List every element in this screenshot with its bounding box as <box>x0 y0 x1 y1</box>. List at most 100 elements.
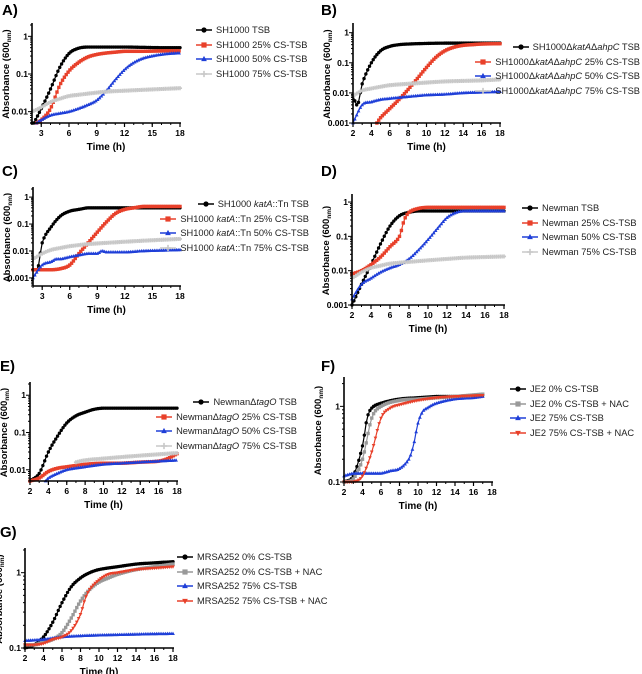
marker-triangle <box>95 97 100 101</box>
marker-triangle <box>414 429 419 434</box>
marker-square <box>155 49 159 53</box>
marker-triangle-down <box>388 406 393 411</box>
marker-triangle <box>435 226 440 230</box>
marker-square <box>161 414 167 420</box>
legend-entry: SH1000 75% CS-TSB <box>196 67 307 82</box>
marker-square <box>472 42 476 47</box>
legend-label: katA <box>535 71 554 82</box>
legend-marker-icon <box>177 598 193 604</box>
x-tick-label: 4 <box>41 653 46 663</box>
marker-square <box>58 632 62 637</box>
y-tick-label: 1 <box>344 28 349 38</box>
marker-square <box>101 461 106 465</box>
legend-label: tagO <box>218 411 240 422</box>
marker-square <box>164 49 168 53</box>
legend-label: SH1000 <box>180 228 217 239</box>
marker-triangle <box>420 243 425 248</box>
legend-label: ::Tn 50% CS-TSB <box>235 228 309 239</box>
x-tick-label: 12 <box>117 486 127 496</box>
marker-square <box>380 253 385 257</box>
series-2 <box>350 208 506 301</box>
marker-circle <box>43 459 47 463</box>
legend-entry: Newman 50% CS-TSB <box>522 230 637 245</box>
series-line <box>343 393 483 483</box>
marker-plus <box>501 254 507 259</box>
marker-square <box>376 257 381 261</box>
series-2 <box>351 89 502 125</box>
marker-square <box>104 220 109 224</box>
marker-triangle <box>40 263 45 267</box>
marker-square <box>371 411 376 416</box>
marker-square <box>125 49 129 54</box>
marker-square <box>369 262 373 267</box>
series-2 <box>23 631 175 643</box>
marker-square <box>485 205 489 210</box>
panel-label: D) <box>321 163 337 180</box>
legend-marker-icon <box>156 428 173 434</box>
y-tick-label: 1 <box>23 31 28 41</box>
marker-square <box>161 204 166 209</box>
x-tick-label: 6 <box>64 486 69 496</box>
marker-square <box>51 100 55 104</box>
marker-square <box>389 105 394 109</box>
marker-square <box>383 402 387 407</box>
legend: SH1000 katA::Tn TSB SH1000 katA::Tn 25% C… <box>160 197 309 255</box>
marker-circle <box>34 117 38 122</box>
marker-plus <box>174 451 180 456</box>
marker-square <box>62 75 67 79</box>
marker-triangle <box>380 269 385 273</box>
legend-entry: MRSA252 0% CS-TSB <box>177 550 327 565</box>
marker-square <box>102 577 107 582</box>
marker-triangle <box>353 290 358 295</box>
marker-triangle-down <box>73 623 77 628</box>
x-tick-label: 6 <box>388 310 393 320</box>
legend-entry: NewmanΔ tagO 50% CS-TSB <box>156 424 297 439</box>
marker-square <box>138 49 142 54</box>
legend-label: TSB <box>276 397 297 408</box>
marker-circle <box>52 78 56 82</box>
legend-label: Δ <box>591 42 598 53</box>
y-axis-title: Absorbance (600nm) <box>322 29 334 118</box>
x-tick-label: 2 <box>28 486 33 496</box>
marker-square <box>433 55 438 60</box>
marker-triangle-down <box>377 422 382 426</box>
marker-square <box>43 472 47 476</box>
y-axis-title-end: ) <box>1 29 12 32</box>
marker-square <box>375 258 379 263</box>
marker-square <box>153 49 157 53</box>
x-tick-label: 2 <box>350 310 355 320</box>
marker-square <box>391 103 396 107</box>
marker-square <box>502 205 506 210</box>
y-axis-title-end: ) <box>313 386 324 389</box>
marker-circle <box>49 224 54 229</box>
marker-square <box>171 454 176 458</box>
marker-circle <box>360 444 365 448</box>
marker-triangle <box>161 428 167 434</box>
marker-square <box>407 397 411 402</box>
marker-square <box>44 470 49 475</box>
legend-label: SH1000 50% CS-TSB <box>216 54 308 65</box>
marker-triangle <box>447 214 451 218</box>
marker-triangle-down <box>67 631 72 635</box>
y-axis-title-end: ) <box>0 554 5 557</box>
marker-triangle <box>49 259 54 264</box>
y-tick-label: 0.1 <box>16 69 28 79</box>
marker-triangle <box>116 74 120 78</box>
marker-triangle <box>371 275 375 279</box>
x-tick-label: 8 <box>406 128 411 138</box>
marker-triangle <box>357 284 362 289</box>
x-tick-label: 4 <box>360 487 365 497</box>
marker-square <box>160 563 164 568</box>
marker-square <box>162 563 166 568</box>
x-tick-label: 12 <box>120 291 130 301</box>
marker-circle <box>63 593 68 598</box>
marker-circle <box>365 270 369 275</box>
marker-circle <box>62 597 66 601</box>
marker-square <box>433 205 438 210</box>
marker-square <box>136 49 141 54</box>
marker-square <box>152 565 157 569</box>
marker-square <box>457 44 462 48</box>
y-tick-label: 0.1 <box>9 643 21 653</box>
marker-square <box>370 416 374 420</box>
x-axis-title: Time (h) <box>84 500 123 511</box>
